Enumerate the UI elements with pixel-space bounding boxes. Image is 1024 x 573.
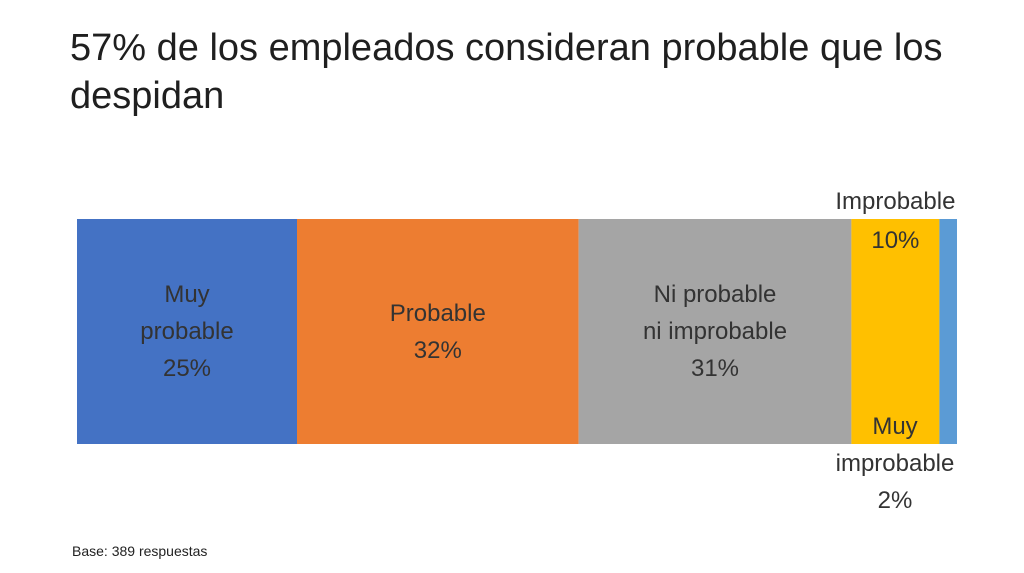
segment-label: 2%: [877, 487, 913, 514]
segment-label: 25%: [162, 355, 212, 382]
segment-label: 10%: [871, 227, 920, 254]
segment-label: Probable: [389, 299, 486, 327]
bar-segment: [851, 219, 940, 444]
bar-segment: [77, 219, 297, 444]
chart-title: 57% de los empleados consideran probable…: [70, 27, 943, 117]
bar-segment: [297, 219, 579, 444]
segment-label: 31%: [690, 355, 740, 382]
bar-segment: [939, 219, 957, 444]
segment-label: Improbable: [835, 188, 956, 215]
segment-label: Muy probable: [140, 281, 234, 345]
footnote: Base: 389 respuestas: [72, 543, 208, 559]
bar-segment: [578, 219, 852, 444]
segment-label: 32%: [413, 336, 462, 364]
segment-label: Ni probable ni improbable: [642, 281, 788, 345]
segment-label: Muy improbable: [835, 413, 955, 477]
bar-segments: [77, 219, 957, 444]
